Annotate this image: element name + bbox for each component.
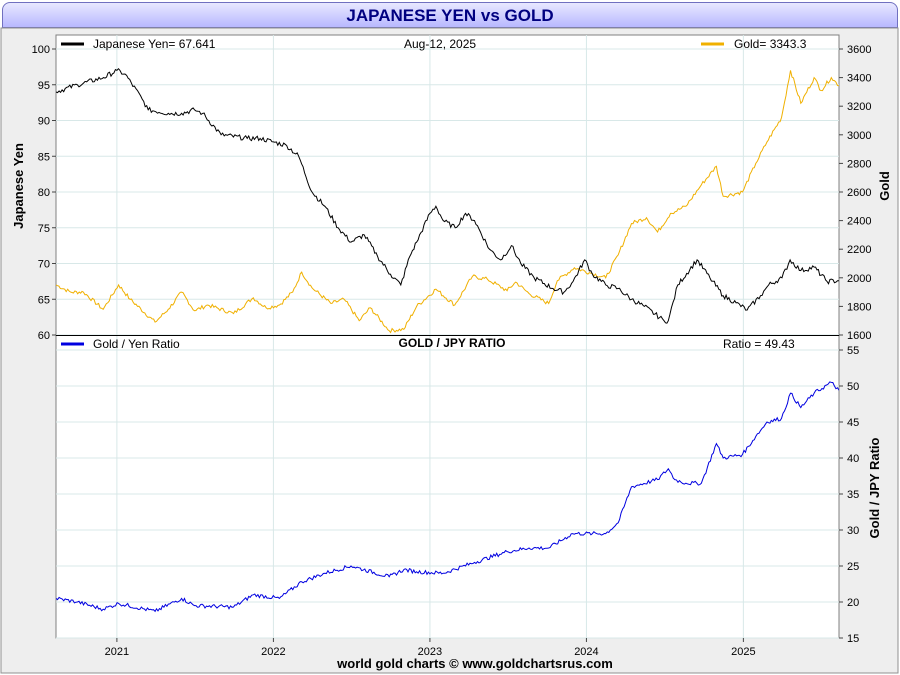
- legend-ratio-value: Ratio = 49.43: [723, 337, 795, 351]
- x-tick-label: 2023: [418, 646, 442, 658]
- y-right-tick-label: 25: [847, 561, 859, 573]
- ratio-series-line: [56, 381, 839, 613]
- x-tick-label: 2021: [105, 646, 129, 658]
- y-left-tick-label: 85: [38, 151, 50, 163]
- plot-area: [55, 34, 840, 639]
- y-left-tick-label: 100: [32, 44, 50, 56]
- axis-layer: 2021 2022 2023 2024 202560657075808590951001…: [32, 44, 872, 658]
- y-left-tick-label: 80: [38, 187, 50, 199]
- y-right-axis-title-ratio: Gold / JPY Ratio: [867, 437, 882, 538]
- y-right-tick-label: 3000: [847, 130, 871, 142]
- y-left-tick-label: 90: [38, 116, 50, 128]
- y-right-tick-label: 35: [847, 489, 859, 501]
- y-right-tick-label: 1800: [847, 301, 871, 313]
- title-bar: JAPANESE YEN vs GOLD: [2, 2, 898, 28]
- x-tick-label: 2025: [731, 646, 755, 658]
- y-right-tick-label: 2000: [847, 273, 871, 285]
- x-tick-label: 2022: [261, 646, 285, 658]
- series-layer: [56, 67, 839, 613]
- y-left-tick-label: 70: [38, 259, 50, 271]
- y-right-tick-label: 2600: [847, 187, 871, 199]
- x-tick-label: 2024: [574, 646, 598, 658]
- y-left-axis-title: Japanese Yen: [11, 143, 26, 229]
- y-right-tick-label: 30: [847, 525, 859, 537]
- y-right-tick-label: 3600: [847, 44, 871, 56]
- y-left-tick-label: 95: [38, 80, 50, 92]
- legend-ratio-label: Gold / Yen Ratio: [93, 337, 180, 351]
- y-left-tick-label: 60: [38, 330, 50, 342]
- y-right-tick-label: 2800: [847, 158, 871, 170]
- y-right-tick-label: 15: [847, 633, 859, 645]
- y-right-tick-label: 45: [847, 417, 859, 429]
- y-right-tick-label: 40: [847, 453, 859, 465]
- yen-series-line: [56, 67, 839, 324]
- y-left-tick-label: 75: [38, 223, 50, 235]
- y-right-tick-label: 50: [847, 381, 859, 393]
- y-right-tick-label: 2400: [847, 216, 871, 228]
- y-left-tick-label: 65: [38, 294, 50, 306]
- y-right-axis-title-gold: Gold: [877, 171, 892, 201]
- ratio-panel-title: GOLD / JPY RATIO: [399, 336, 506, 350]
- date-label: Aug-12, 2025: [404, 37, 476, 51]
- y-right-tick-label: 20: [847, 597, 859, 609]
- y-right-tick-label: 1600: [847, 330, 871, 342]
- y-right-tick-label: 3400: [847, 73, 871, 85]
- footer-credit: world gold charts © www.goldchartsrus.co…: [336, 656, 613, 671]
- legend-gold-label: Gold= 3343.3: [734, 37, 807, 51]
- y-right-tick-label: 2200: [847, 244, 871, 256]
- gold-series-line: [56, 70, 839, 334]
- grid: [56, 35, 839, 639]
- page-title: JAPANESE YEN vs GOLD: [346, 6, 554, 25]
- y-right-tick-label: 3200: [847, 101, 871, 113]
- legend-yen-label: Japanese Yen= 67.641: [93, 37, 216, 51]
- y-right-tick-label: 55: [847, 345, 859, 357]
